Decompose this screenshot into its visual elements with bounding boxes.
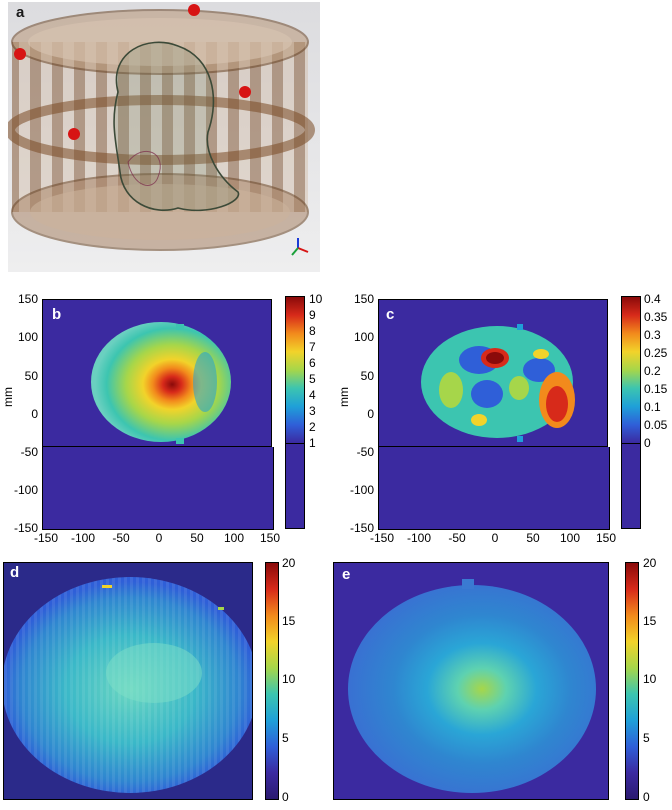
panel-b-label: b: [52, 306, 62, 323]
xtick: 150: [595, 531, 617, 545]
cb-tick: 0.05: [644, 418, 668, 432]
panel-c-map: mm 150 100 50 0 -50: [336, 290, 672, 460]
xtick: 0: [491, 531, 499, 545]
cb-tick: 0.3: [644, 328, 661, 342]
cb-tick: 0: [643, 790, 650, 804]
xtick: 100: [223, 531, 245, 545]
xtick: -100: [70, 531, 96, 545]
ytick: -150: [349, 521, 374, 535]
xtick: -150: [369, 531, 395, 545]
cb-tick: 9: [309, 308, 316, 322]
cb-tick: 0.25: [644, 346, 668, 360]
ytick: -50: [20, 445, 38, 459]
cb-tick: 7: [309, 340, 316, 354]
birdcage-coil-illustration: [5, 2, 320, 272]
panel-a-label: a: [16, 4, 25, 21]
cb-tick: 0.15: [644, 382, 668, 396]
cb-tick: 15: [643, 614, 657, 628]
ytick: 50: [360, 369, 374, 383]
cb-tick: 3: [309, 404, 316, 418]
xtick: -50: [448, 531, 466, 545]
panel-c-heatmap: [378, 299, 608, 447]
panel-a-coil-rendering: a: [5, 2, 320, 272]
ytick: -100: [13, 483, 38, 497]
cb-tick: 15: [282, 614, 296, 628]
panel-c-ylabel: mm: [337, 387, 351, 407]
xtick: -150: [33, 531, 59, 545]
cb-tick: 10: [282, 672, 296, 686]
panel-b-heatmap: [42, 299, 272, 447]
panel-d-colorbar: 20 15 10 5 0: [265, 556, 305, 804]
panel-b-ylabel: mm: [1, 387, 15, 407]
ytick: 150: [17, 292, 38, 306]
panel-c-label: c: [386, 306, 395, 323]
ytick: 50: [24, 369, 38, 383]
ytick: 0: [31, 407, 38, 421]
ytick: 100: [17, 330, 38, 344]
cb-tick: 2: [309, 420, 316, 434]
panel-b-colorbar-lower: [285, 443, 305, 529]
panel-e-colorbar: 20 15 10 5 0: [625, 556, 672, 804]
panel-d-heatmap: [3, 562, 253, 800]
panel-b-colorbar: 10 9 8 7 6 5 4 3 2 1: [285, 292, 335, 450]
xtick: 0: [155, 531, 163, 545]
panel-b-heatmap-lower: [42, 447, 274, 530]
xtick: 50: [190, 531, 204, 545]
panel-d-label: d: [10, 564, 20, 581]
cb-tick: 5: [309, 372, 316, 386]
cb-tick: 6: [309, 356, 316, 370]
xtick: -100: [406, 531, 432, 545]
panel-b-map: mm 150 100 50 0 -50: [0, 290, 336, 460]
ytick: 100: [353, 330, 374, 344]
xtick: 100: [559, 531, 581, 545]
colorbar-gradient: [621, 296, 641, 444]
ytick: -150: [13, 521, 38, 535]
cb-tick: 20: [643, 556, 657, 570]
cb-tick: 0.35: [644, 310, 668, 324]
colorbar-gradient: [265, 562, 279, 800]
cb-tick: 0.2: [644, 364, 661, 378]
panel-c-colorbar: 0.4 0.35 0.3 0.25 0.2 0.15 0.1 0.05 0: [621, 292, 672, 450]
cb-tick: 0.4: [644, 292, 661, 306]
cb-tick: 4: [309, 388, 316, 402]
cb-tick: 8: [309, 324, 316, 338]
ytick: -50: [356, 445, 374, 459]
colorbar-gradient: [285, 296, 305, 444]
xtick: 50: [526, 531, 540, 545]
cb-tick: 0.1: [644, 400, 661, 414]
colorbar-gradient: [625, 562, 639, 800]
cb-tick: 0: [282, 790, 289, 804]
panel-e-heatmap: [333, 562, 609, 800]
ytick: -100: [349, 483, 374, 497]
cb-tick: 20: [282, 556, 296, 570]
xtick: 150: [259, 531, 281, 545]
cb-tick: 10: [643, 672, 657, 686]
cb-tick: 0: [644, 436, 651, 450]
ytick: 0: [367, 407, 374, 421]
panel-e-label: e: [342, 566, 351, 583]
xtick: -50: [112, 531, 130, 545]
panel-c-colorbar-lower: [621, 443, 641, 529]
cb-tick: 10: [309, 292, 323, 306]
cb-tick: 5: [282, 731, 289, 745]
ytick: 150: [353, 292, 374, 306]
cb-tick: 5: [643, 731, 650, 745]
panel-c-heatmap-lower: [378, 447, 610, 530]
cb-tick: 1: [309, 436, 316, 450]
